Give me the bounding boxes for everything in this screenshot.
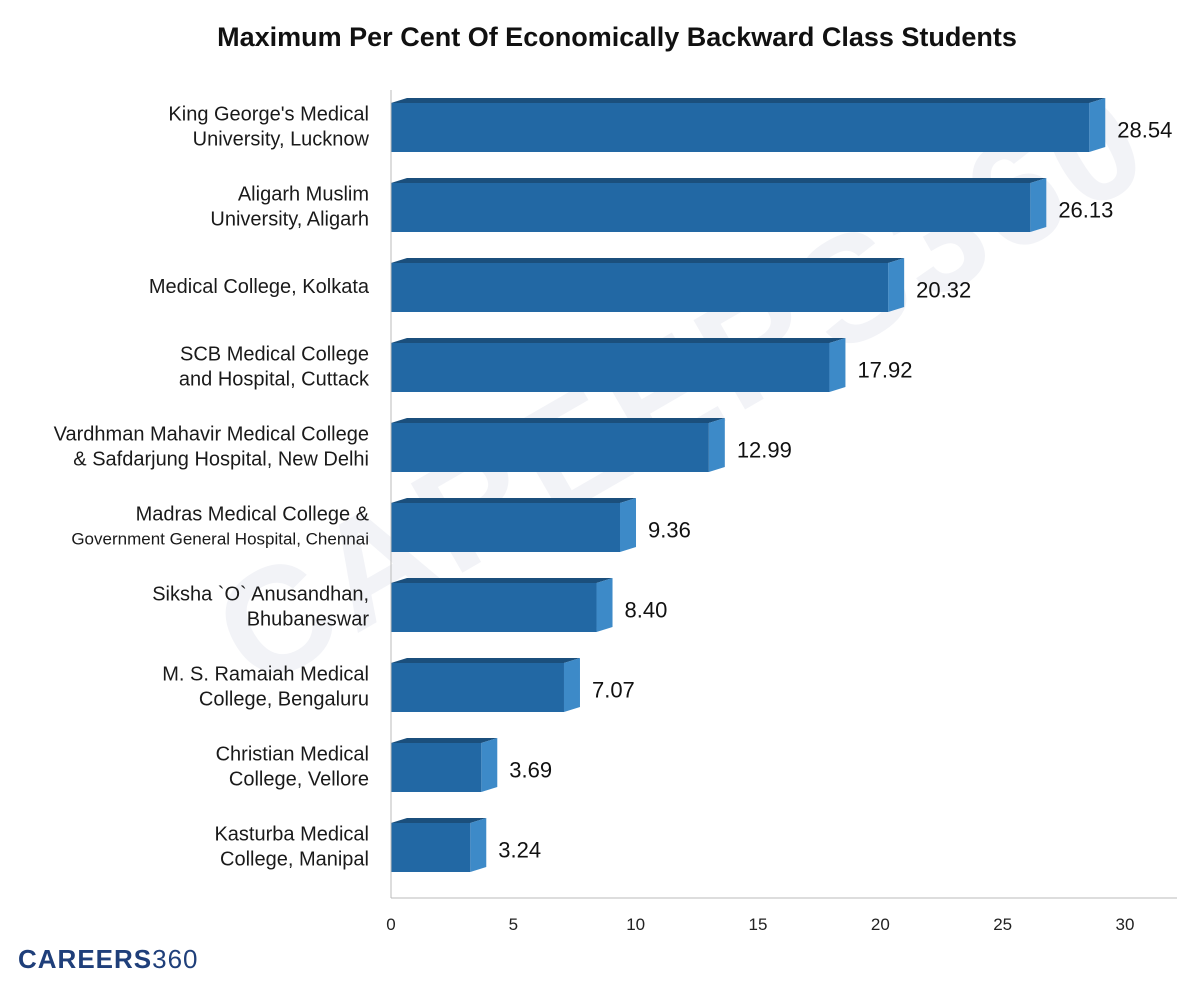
bar-top-face [391, 178, 1047, 183]
x-tick-label: 10 [626, 915, 645, 934]
category-label: College, Bengaluru [199, 688, 369, 710]
bar-side-face [1089, 98, 1106, 152]
data-label: 26.13 [1058, 197, 1113, 222]
bar-group: 8.40 Siksha `O` Anusandhan, Bhubaneswar [152, 578, 667, 632]
category-label: Medical College, Kolkata [149, 276, 370, 298]
bar-group: 9.36 Madras Medical College & Government G… [71, 498, 691, 552]
category-label: Siksha `O` Anusandhan, [152, 583, 369, 605]
bar-side-face [1030, 178, 1047, 232]
bar [391, 663, 564, 712]
bar-side-face [470, 818, 487, 872]
category-label: M. S. Ramaiah Medical [162, 663, 369, 685]
bar-group: 17.92 SCB Medical College and Hospital, Cu… [179, 338, 913, 392]
bar [391, 583, 597, 632]
bar-side-face [563, 658, 580, 712]
data-label: 8.40 [625, 597, 668, 622]
x-tick-label: 30 [1116, 915, 1135, 934]
bar-side-face [888, 258, 905, 312]
bar [391, 503, 621, 552]
bar-group: 26.13 Aligarh Muslim University, Aligarh [210, 178, 1113, 232]
x-tick-label: 15 [749, 915, 768, 934]
bar-top-face [391, 258, 905, 263]
bar [391, 263, 889, 312]
category-label: College, Manipal [220, 848, 369, 870]
data-label: 20.32 [916, 277, 971, 302]
brand-logo-secondary: 360 [152, 944, 199, 974]
bar-top-face [391, 338, 846, 343]
brand-logo-primary: CAREERS [18, 944, 153, 974]
bar [391, 823, 471, 872]
category-label: Christian Medical [216, 743, 369, 765]
category-label: Government General Hospital, Chennai [71, 529, 369, 548]
bar [391, 343, 830, 392]
bar-side-face [481, 738, 498, 792]
bar-side-face [829, 338, 846, 392]
bar-group: 12.99 Vardhman Mahavir Medical College & S… [54, 418, 792, 472]
category-label: College, Vellore [229, 768, 369, 790]
bar-group: 3.24 Kasturba Medical College, Manipal [214, 818, 541, 872]
category-label: SCB Medical College [180, 343, 369, 365]
data-label: 12.99 [737, 437, 792, 462]
data-label: 3.24 [498, 837, 541, 862]
category-label: Madras Medical College & [136, 503, 370, 525]
bar-top-face [391, 498, 637, 503]
bar-group: 20.32 Medical College, Kolkata [149, 258, 971, 312]
x-tick-label: 0 [386, 915, 395, 934]
x-tick-label: 20 [871, 915, 890, 934]
bar-top-face [391, 98, 1106, 103]
category-label: University, Aligarh [210, 208, 369, 230]
category-label: & Safdarjung Hospital, New Delhi [73, 448, 369, 470]
bar-group: 28.54 King George's Medical University, Lu… [168, 98, 1172, 152]
data-label: 7.07 [592, 677, 635, 702]
chart-title: Maximum Per Cent Of Economically Backwar… [217, 22, 1017, 52]
bar-group: 7.07 M. S. Ramaiah Medical College, Bengal… [162, 658, 635, 712]
bar-top-face [391, 418, 725, 423]
category-label: Bhubaneswar [247, 608, 370, 630]
category-label: Vardhman Mahavir Medical College [54, 423, 369, 445]
brand-logo: CAREERS360 [18, 944, 199, 975]
bar-top-face [391, 738, 498, 743]
bar-group: 3.69 Christian Medical College, Vellore [216, 738, 552, 792]
x-tick-label: 5 [509, 915, 518, 934]
bar-top-face [391, 578, 613, 583]
bars-layer: 28.54 King George's Medical University, Lu… [54, 98, 1172, 872]
category-label: University, Lucknow [193, 128, 370, 150]
data-label: 28.54 [1117, 117, 1172, 142]
bar-side-face [596, 578, 613, 632]
category-label: King George's Medical [168, 103, 369, 125]
bar-side-face [620, 498, 637, 552]
bar [391, 423, 709, 472]
bar [391, 743, 482, 792]
bar [391, 183, 1031, 232]
category-label: Aligarh Muslim [238, 183, 369, 205]
data-label: 9.36 [648, 517, 691, 542]
axis-layer: 0 5 10 15 20 25 30 [386, 90, 1177, 934]
bar-side-face [708, 418, 725, 472]
bar-top-face [391, 658, 580, 663]
bar [391, 103, 1090, 152]
data-label: 3.69 [509, 757, 552, 782]
data-label: 17.92 [857, 357, 912, 382]
bar-top-face [391, 818, 487, 823]
category-label: and Hospital, Cuttack [179, 368, 370, 390]
x-tick-label: 25 [993, 915, 1012, 934]
category-label: Kasturba Medical [214, 823, 369, 845]
